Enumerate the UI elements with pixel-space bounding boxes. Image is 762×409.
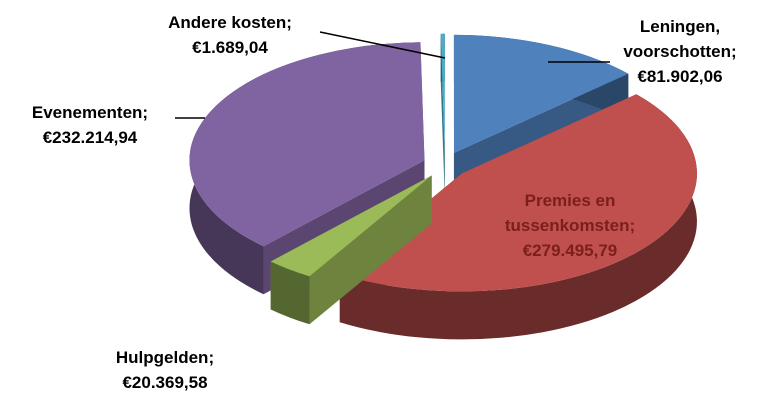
slice xyxy=(453,34,629,153)
slice-side xyxy=(270,175,432,310)
data-label: Premies en tussenkomsten; €279.495,79 xyxy=(485,188,655,263)
category-label: Premies en tussenkomsten; xyxy=(504,191,636,235)
value-label: €81.902,06 xyxy=(637,67,723,86)
slice xyxy=(270,175,432,277)
category-label: Hulpgelden; xyxy=(115,348,215,367)
value-label: €279.495,79 xyxy=(522,241,618,260)
category-label: Leningen, voorschotten; xyxy=(623,17,737,61)
slice xyxy=(189,42,425,247)
data-label: Leningen, voorschotten; €81.902,06 xyxy=(610,14,750,89)
data-label: Hulpgelden; €20.369,58 xyxy=(95,345,235,395)
value-label: €232.214,94 xyxy=(42,128,138,147)
slice xyxy=(339,94,697,292)
slice-wall xyxy=(270,261,310,325)
data-label: Andere kosten; €1.689,04 xyxy=(145,10,315,60)
slice xyxy=(440,33,445,152)
value-label: €1.689,04 xyxy=(192,38,268,57)
value-label: €20.369,58 xyxy=(122,373,208,392)
leader-line xyxy=(319,31,446,59)
slice-wall xyxy=(339,94,697,340)
category-label: Andere kosten; xyxy=(168,13,292,32)
data-label: Evenementen; €232.214,94 xyxy=(5,100,175,150)
category-label: Evenementen; xyxy=(31,103,149,122)
